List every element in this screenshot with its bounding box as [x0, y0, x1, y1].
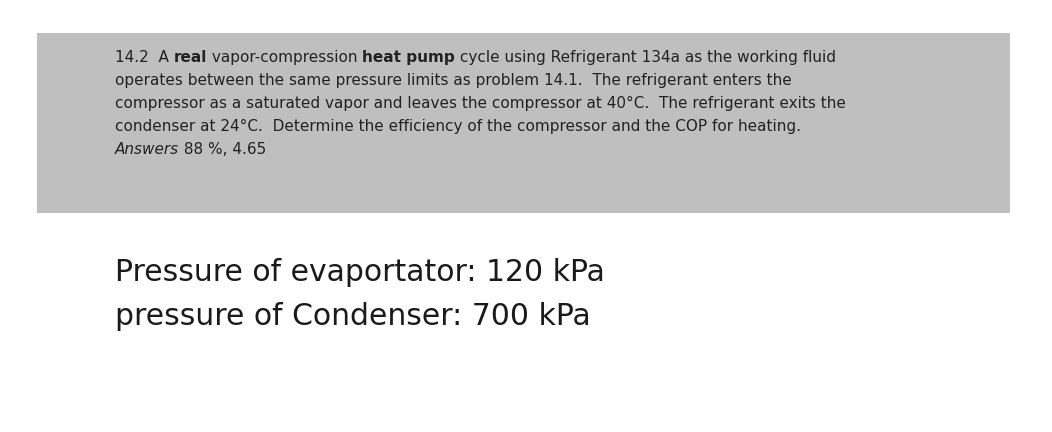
Text: vapor-compression: vapor-compression	[207, 50, 363, 65]
Text: Pressure of evaportator: 120 kPa: Pressure of evaportator: 120 kPa	[115, 258, 605, 287]
Text: Answers: Answers	[115, 142, 179, 157]
Text: 14.2  A: 14.2 A	[115, 50, 174, 65]
Text: heat pump: heat pump	[363, 50, 456, 65]
Text: operates between the same pressure limits as problem 14.1.  The refrigerant ente: operates between the same pressure limit…	[115, 73, 792, 88]
Text: condenser at 24°C.  Determine the efficiency of the compressor and the COP for h: condenser at 24°C. Determine the efficie…	[115, 119, 801, 134]
Text: pressure of Condenser: 700 kPa: pressure of Condenser: 700 kPa	[115, 302, 591, 331]
Text: real: real	[174, 50, 207, 65]
Text: 88 %, 4.65: 88 %, 4.65	[179, 142, 266, 157]
Text: cycle using Refrigerant 134a as the working fluid: cycle using Refrigerant 134a as the work…	[456, 50, 836, 65]
FancyBboxPatch shape	[37, 33, 1010, 213]
Text: compressor as a saturated vapor and leaves the compressor at 40°C.  The refriger: compressor as a saturated vapor and leav…	[115, 96, 846, 111]
